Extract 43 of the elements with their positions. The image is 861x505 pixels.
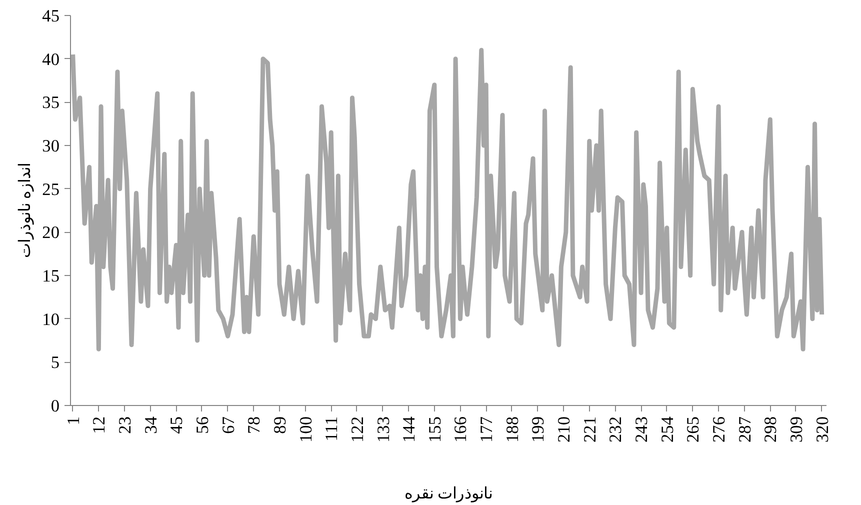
x-tick-label: 166 xyxy=(451,416,470,442)
line-series xyxy=(70,48,824,352)
x-tick-label: 254 xyxy=(658,416,677,442)
x-tick-label: 188 xyxy=(502,416,522,442)
y-tick-label: 0 xyxy=(50,396,60,416)
x-tick-label: 287 xyxy=(735,416,754,442)
y-tick-label: 5 xyxy=(50,353,60,372)
y-tick-label: 35 xyxy=(42,93,60,112)
y-tick-label: 25 xyxy=(42,180,60,199)
x-tick-label: 67 xyxy=(218,416,238,434)
x-tick-label: 177 xyxy=(477,416,496,442)
x-tick-label: 34 xyxy=(141,416,160,434)
y-tick-label: 30 xyxy=(42,136,60,156)
y-tick-label: 15 xyxy=(42,266,60,286)
x-tick-label: 309 xyxy=(786,416,806,442)
x-axis-title: نانوذرات نقره xyxy=(404,485,492,502)
x-tick-label: 56 xyxy=(192,416,212,434)
x-tick-label: 78 xyxy=(244,416,264,434)
x-tick-label: 122 xyxy=(348,416,367,442)
x-tick-label: 298 xyxy=(761,416,780,442)
x-tick-label: 221 xyxy=(580,416,600,442)
x-tick-label: 1 xyxy=(64,416,83,426)
y-axis-title: اندازه نانوذرات xyxy=(17,163,34,258)
x-tick-label: 12 xyxy=(90,416,109,434)
x-tick-label: 155 xyxy=(425,416,444,442)
x-tick-label: 199 xyxy=(528,416,548,442)
x-tick-label: 23 xyxy=(116,416,134,434)
x-tick-label: 243 xyxy=(632,416,652,442)
x-tick-label: 144 xyxy=(400,416,419,442)
x-tick-label: 265 xyxy=(684,416,703,442)
x-tick-label: 276 xyxy=(710,416,728,442)
x-tick-label: 45 xyxy=(167,416,186,434)
y-tick-label: 20 xyxy=(42,223,60,242)
x-tick-label: 320 xyxy=(812,416,832,442)
y-tick-label: 40 xyxy=(42,50,60,69)
x-tick-label: 210 xyxy=(554,416,574,442)
x-tick-label: 232 xyxy=(606,416,626,442)
x-tick-label: 89 xyxy=(270,416,290,434)
x-tick-label: 111 xyxy=(322,416,342,442)
y-tick-label: 10 xyxy=(42,310,60,329)
x-tick-label: 133 xyxy=(374,416,393,442)
x-tick-label: 100 xyxy=(296,416,316,442)
y-tick-label: 45 xyxy=(42,6,60,26)
